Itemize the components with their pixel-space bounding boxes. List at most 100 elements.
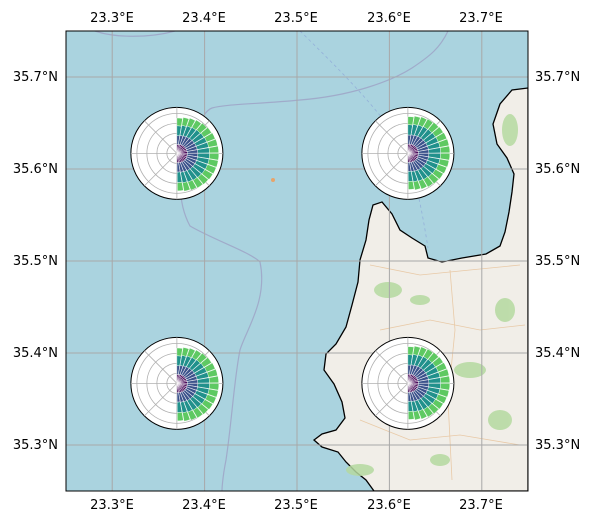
wind-rose-se: [361, 336, 455, 430]
rose-sector: [181, 117, 190, 127]
rose-spoke: [144, 383, 178, 417]
top-lon-labels: 23.3°E 23.4°E 23.5°E 23.6°E 23.7°E: [90, 11, 503, 26]
rose-sector: [204, 132, 216, 143]
lat-label-right-4: 35.3°N: [535, 438, 580, 453]
rose-sector: [435, 362, 447, 373]
rose-sector: [423, 348, 434, 360]
lat-label-right-0: 35.7°N: [535, 70, 580, 85]
rose-sector: [197, 173, 209, 185]
rose-sector: [186, 347, 196, 359]
rose-sector: [435, 164, 447, 174]
rose-sector: [432, 398, 444, 410]
lon-label-top-3: 23.6°E: [367, 11, 411, 26]
islet: [271, 178, 275, 182]
lat-label-right-3: 35.4°N: [535, 346, 580, 361]
rose-sector: [435, 132, 447, 143]
wind-roses: [130, 106, 455, 430]
rose-sector: [182, 411, 191, 422]
rose-sector: [439, 383, 451, 391]
rose-sector: [412, 345, 421, 356]
rose-sector: [412, 115, 421, 126]
rose-sector: [439, 375, 451, 384]
rose-sector: [196, 122, 208, 134]
rose-sector: [182, 181, 191, 192]
rose-spoke: [375, 120, 409, 154]
rose-sector: [191, 119, 202, 131]
rose-sector: [176, 117, 183, 127]
rose-sector: [413, 180, 421, 191]
lon-label-top-2: 23.5°E: [274, 11, 318, 26]
rose-spoke: [375, 153, 409, 187]
lon-label-bottom-3: 23.6°E: [367, 498, 411, 513]
right-lat-labels: 35.7°N 35.6°N 35.5°N 35.4°N 35.3°N: [535, 70, 580, 453]
lon-label-top-1: 23.4°E: [182, 11, 226, 26]
rose-sector: [423, 118, 434, 130]
left-lat-labels: 35.7°N 35.6°N 35.5°N 35.4°N 35.3°N: [13, 70, 58, 453]
rose-sector: [207, 158, 219, 168]
rose-sector: [181, 347, 190, 357]
rose-sector: [204, 362, 216, 373]
rose-sector: [208, 153, 220, 161]
rose-sector: [423, 176, 434, 188]
basemap: [66, 31, 528, 491]
rose-spoke: [144, 350, 178, 384]
rose-sector: [428, 403, 439, 414]
rose-sector: [418, 178, 428, 190]
lat-label-left-2: 35.5°N: [13, 254, 58, 269]
rose-sector: [208, 145, 219, 154]
rose-sector: [427, 352, 439, 364]
rose-sector: [186, 117, 196, 129]
rose-sector: [432, 126, 444, 138]
wind-rose-sw: [130, 336, 224, 430]
bottom-lon-labels: 23.3°E 23.4°E 23.5°E 23.6°E 23.7°E: [90, 498, 503, 513]
rose-sector: [407, 346, 414, 356]
rose-sector: [438, 158, 450, 168]
rose-sector: [200, 127, 212, 138]
rose-sector: [438, 368, 450, 378]
lon-label-bottom-4: 23.7°E: [459, 498, 503, 513]
rose-sector: [432, 356, 444, 368]
rose-spoke: [375, 350, 409, 384]
rose-sector: [408, 180, 415, 190]
rose-sector: [207, 368, 218, 378]
rose-sector: [417, 116, 428, 128]
rose-sector: [192, 407, 204, 419]
rose-sector: [439, 153, 451, 161]
rose-sector: [205, 164, 217, 175]
rose-sector: [196, 352, 208, 364]
wind-rose-ne: [361, 106, 455, 200]
rose-sector: [177, 181, 184, 192]
lon-label-top-0: 23.3°E: [90, 11, 134, 26]
rose-sector: [197, 403, 209, 415]
rose-sector: [201, 169, 214, 180]
rose-sector: [413, 410, 421, 421]
rose-sector: [418, 408, 428, 420]
lat-label-left-3: 35.4°N: [13, 346, 58, 361]
rose-sector: [417, 346, 428, 358]
rose-sector: [208, 375, 219, 384]
rose-sector: [208, 383, 220, 391]
rose-sector: [408, 410, 415, 420]
rose-sector: [200, 357, 212, 368]
lon-label-bottom-1: 23.4°E: [182, 498, 226, 513]
rose-sector: [427, 122, 439, 134]
rose-sector: [205, 394, 217, 405]
rose-spoke: [144, 120, 178, 154]
rose-sector: [176, 347, 183, 357]
lat-label-left-1: 35.6°N: [13, 162, 58, 177]
rose-sector: [438, 388, 450, 398]
lat-label-left-4: 35.3°N: [13, 438, 58, 453]
map-frame: [65, 30, 529, 492]
roads: [359, 264, 526, 481]
rose-sector: [187, 179, 197, 191]
lon-label-top-4: 23.7°E: [459, 11, 503, 26]
rose-sector: [192, 177, 204, 189]
rose-sector: [438, 138, 450, 148]
rose-sector: [187, 409, 197, 421]
rose-sector: [435, 394, 447, 404]
rose-sector: [423, 406, 434, 418]
lon-label-bottom-0: 23.3°E: [90, 498, 134, 513]
lat-label-right-2: 35.5°N: [535, 254, 580, 269]
